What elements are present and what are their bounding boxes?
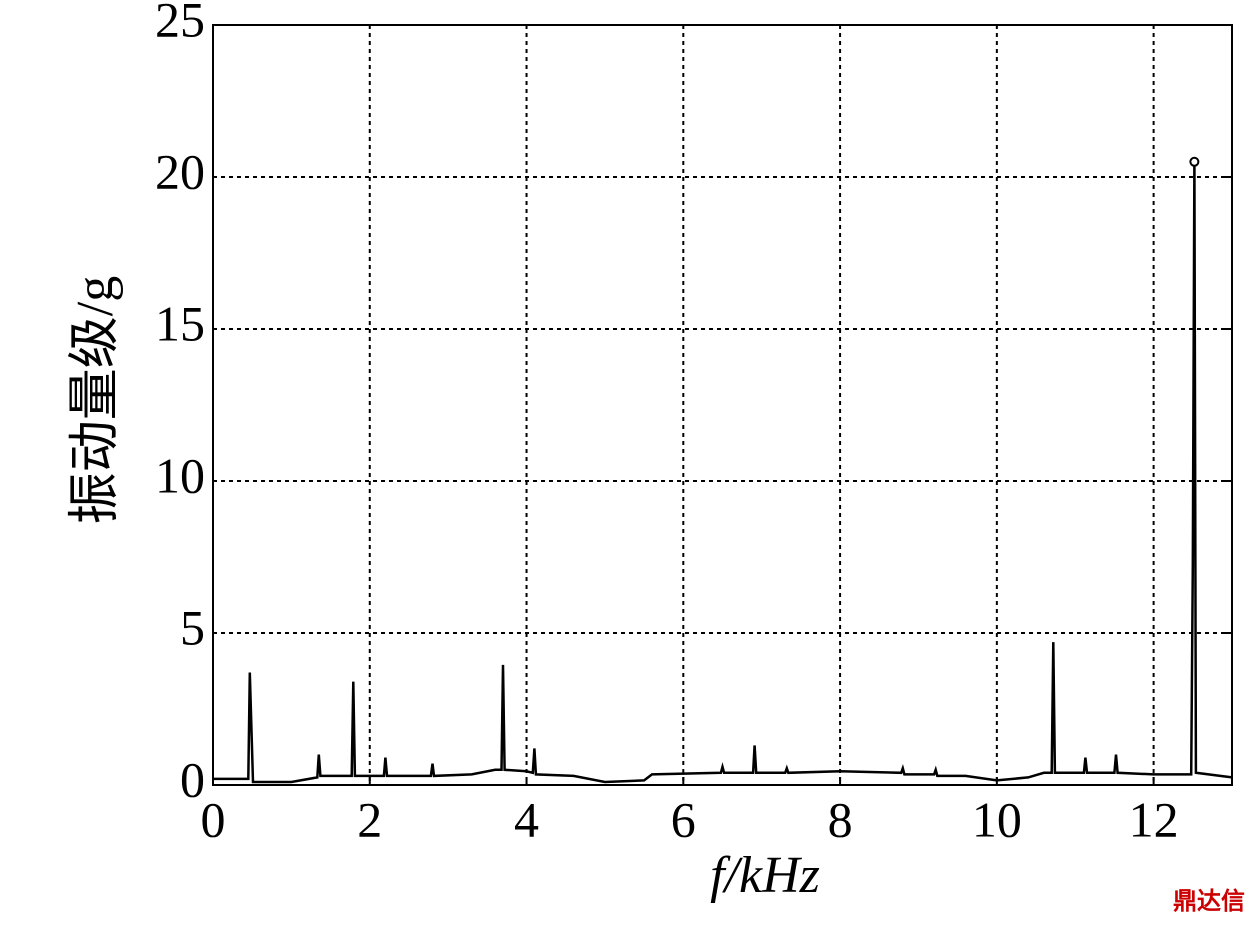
watermark: 鼎达信 — [1173, 887, 1245, 915]
x-tick-label: 0 — [201, 791, 226, 847]
x-tick-label: 2 — [357, 791, 382, 847]
x-tick-label: 10 — [972, 791, 1022, 847]
x-tick-label: 12 — [1129, 791, 1179, 847]
y-tick-label: 25 — [155, 0, 205, 47]
y-tick-label: 10 — [155, 447, 205, 503]
peak-marker — [1189, 156, 1200, 167]
y-tick-label: 0 — [180, 751, 205, 807]
y-tick-label: 5 — [180, 599, 205, 655]
x-tick-label: 8 — [828, 791, 853, 847]
y-tick-label: 20 — [155, 143, 205, 199]
spectrum-line — [213, 161, 1233, 784]
x-axis-label: f/kHz — [710, 847, 820, 904]
plot-frame — [212, 24, 1233, 786]
y-tick-label: 15 — [155, 295, 205, 351]
x-tick-label: 6 — [671, 791, 696, 847]
x-tick-label: 4 — [514, 791, 539, 847]
y-axis-label: 振动量级/g — [67, 276, 124, 524]
